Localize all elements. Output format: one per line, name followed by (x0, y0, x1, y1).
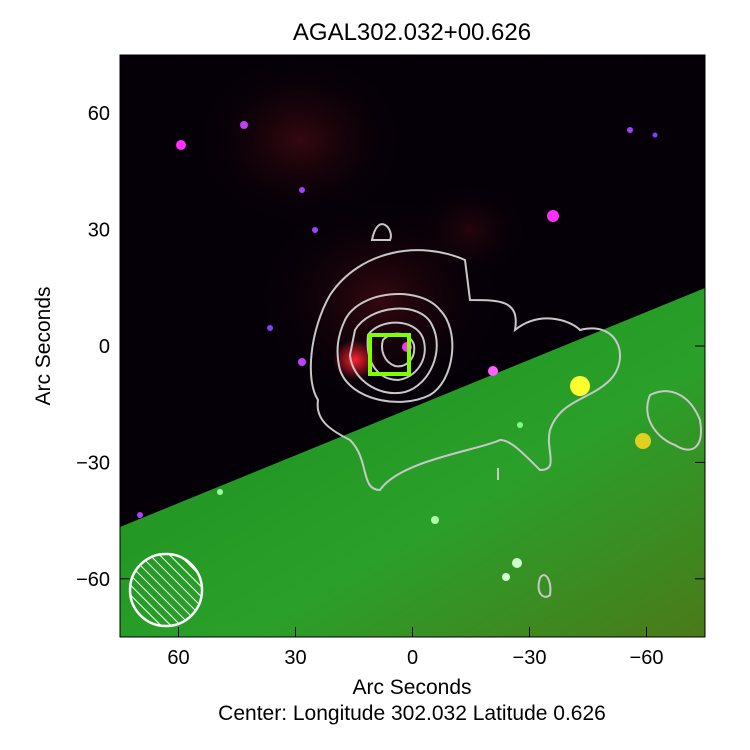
x-tick-label: 60 (167, 647, 189, 669)
caption: Center: Longitude 302.032 Latitude 0.626 (218, 702, 606, 725)
beam-icon (128, 552, 204, 628)
y-tick-label: 0 (99, 336, 110, 358)
y-tick-label: −60 (76, 569, 110, 591)
stars (137, 121, 658, 581)
y-tick-label: 30 (88, 220, 110, 242)
y-tick-label: −30 (76, 452, 110, 474)
green-band-overlay (120, 288, 705, 637)
contours (309, 223, 702, 598)
x-tick-label: 30 (284, 647, 306, 669)
chart-title: AGAL302.032+00.626 (293, 19, 531, 46)
x-tick-label: 0 (407, 647, 418, 669)
x-axis-label: Arc Seconds (352, 676, 471, 699)
y-tick-label: 60 (88, 103, 110, 125)
y-axis-label: Arc Seconds (32, 286, 55, 405)
ticks: 60 30 0 −30 −60 60 30 0 −30 −60 (76, 55, 705, 669)
sky-image (120, 55, 705, 637)
x-tick-label: −30 (513, 647, 547, 669)
x-tick-label: −60 (630, 647, 664, 669)
source-marker (368, 333, 411, 376)
